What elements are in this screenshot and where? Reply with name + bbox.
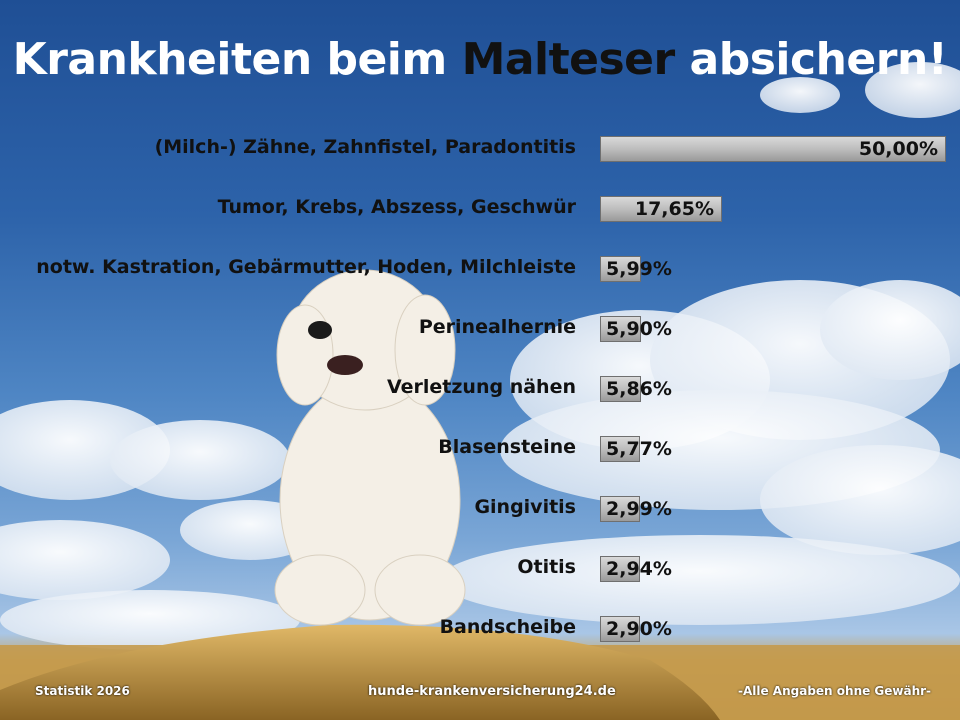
category-label: Otitis: [517, 556, 576, 578]
dog-nose: [308, 321, 332, 339]
value-label: 2,99%: [606, 498, 672, 520]
dog: [274, 269, 466, 626]
bar: [600, 376, 641, 402]
bar: [600, 196, 722, 222]
category-label: Perinealhernie: [418, 316, 576, 338]
chart-title: Krankheiten beim Malteser absichern!: [12, 34, 948, 85]
hay-bale: [0, 624, 720, 720]
value-label: 50,00%: [858, 138, 938, 160]
category-label: Gingivitis: [474, 496, 576, 518]
category-label: Bandscheibe: [439, 616, 576, 638]
category-label: notw. Kastration, Gebärmutter, Hoden, Mi…: [36, 256, 576, 278]
value-label: 5,99%: [606, 258, 672, 280]
bar: [600, 496, 640, 522]
category-label: Tumor, Krebs, Abszess, Geschwür: [217, 196, 576, 218]
value-label: 17,65%: [634, 198, 714, 220]
bar: [600, 556, 640, 582]
footer-website: hunde-krankenversicherung24.de: [368, 684, 616, 699]
category-label: (Milch-) Zähne, Zahnfistel, Paradontitis: [154, 136, 576, 158]
category-label: Blasensteine: [438, 436, 576, 458]
bar: [600, 436, 640, 462]
value-label: 2,90%: [606, 618, 672, 640]
value-label: 5,86%: [606, 378, 672, 400]
bar: [600, 256, 641, 282]
bar: [600, 136, 946, 162]
bar: [600, 616, 640, 642]
footer-year: Statistik 2026: [35, 684, 130, 698]
clouds: [0, 62, 960, 650]
dog-mouth: [327, 355, 363, 375]
value-label: 2,94%: [606, 558, 672, 580]
footer-disclaimer: -Alle Angaben ohne Gewähr-: [738, 684, 932, 698]
value-label: 5,90%: [606, 318, 672, 340]
bar: [600, 316, 641, 342]
category-label: Verletzung nähen: [386, 376, 576, 398]
value-label: 5,77%: [606, 438, 672, 460]
